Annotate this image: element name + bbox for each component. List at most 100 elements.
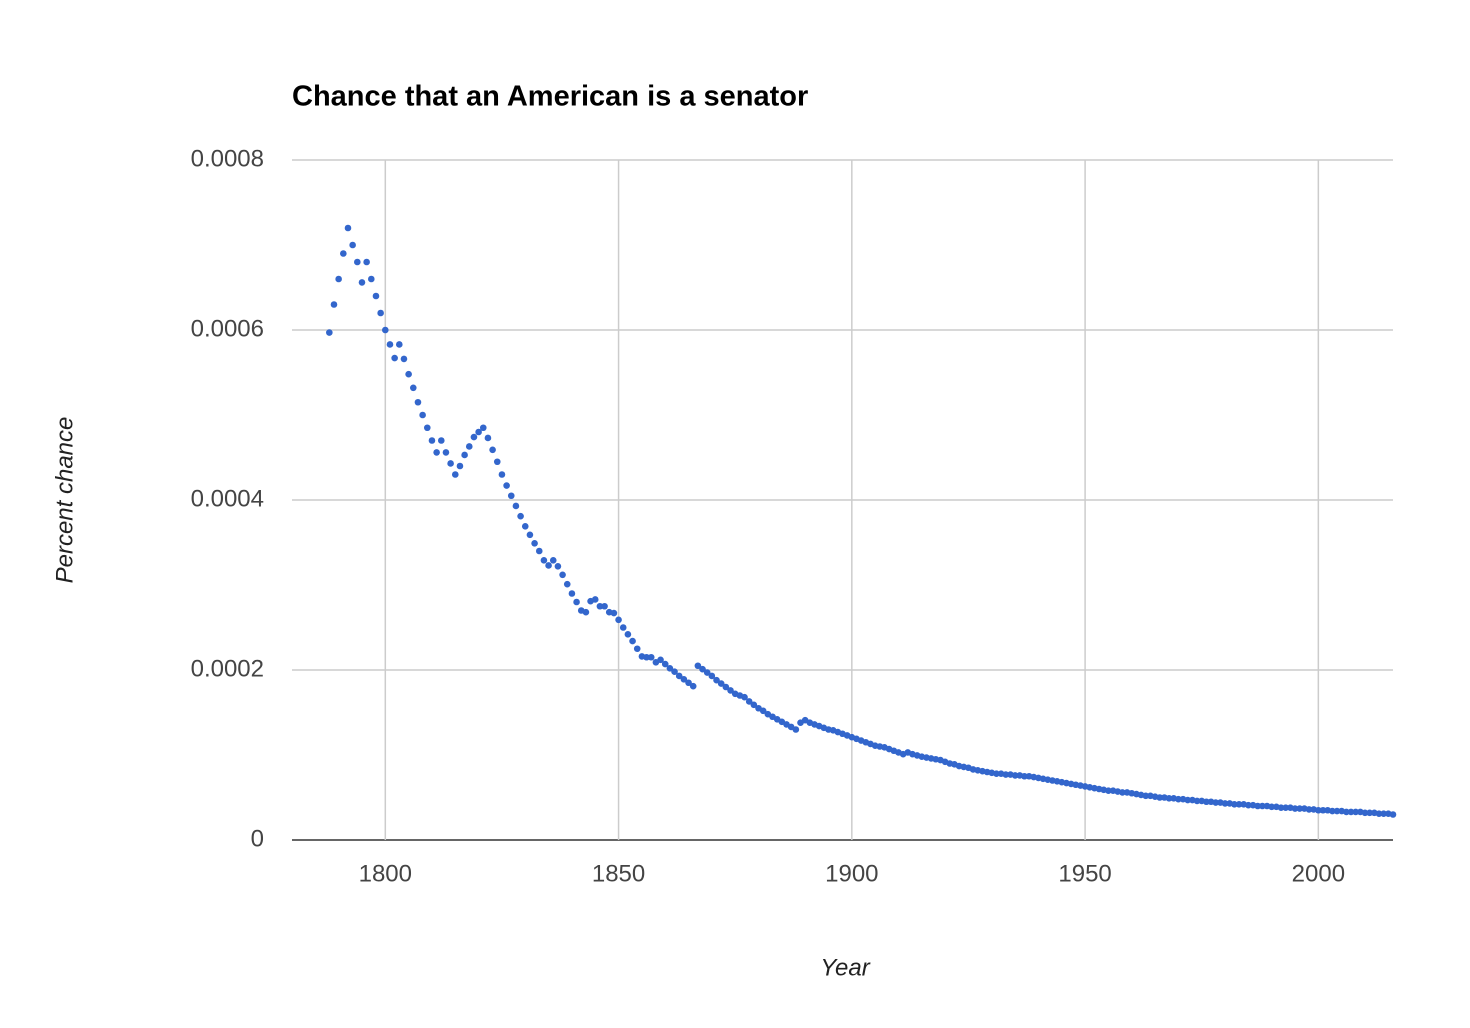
point bbox=[666, 665, 674, 672]
point bbox=[694, 662, 702, 670]
point bbox=[727, 687, 734, 694]
point bbox=[545, 562, 552, 569]
point bbox=[1352, 808, 1359, 816]
point bbox=[573, 598, 580, 606]
point bbox=[1184, 796, 1192, 804]
point bbox=[335, 275, 342, 283]
point bbox=[465, 443, 473, 450]
point bbox=[633, 645, 641, 653]
point bbox=[531, 540, 538, 547]
point bbox=[1389, 811, 1397, 818]
point bbox=[675, 672, 683, 680]
point bbox=[1315, 806, 1322, 814]
point bbox=[330, 301, 338, 308]
point bbox=[741, 693, 748, 701]
point bbox=[1221, 800, 1229, 807]
point bbox=[1156, 794, 1164, 801]
point bbox=[657, 656, 664, 664]
point bbox=[792, 726, 800, 733]
point bbox=[717, 680, 725, 687]
point bbox=[377, 309, 384, 317]
point bbox=[503, 482, 510, 489]
point bbox=[549, 557, 557, 564]
x-tick-label: 1800 bbox=[359, 860, 412, 887]
point bbox=[699, 665, 706, 673]
point bbox=[382, 326, 389, 334]
y-tick-label: 0.0008 bbox=[191, 145, 264, 172]
point bbox=[340, 250, 347, 257]
point bbox=[643, 653, 650, 661]
point bbox=[624, 631, 632, 638]
point bbox=[447, 460, 454, 467]
x-tick-label: 1850 bbox=[592, 860, 645, 887]
point bbox=[1366, 809, 1373, 817]
x-tick-label: 1900 bbox=[825, 860, 878, 887]
point bbox=[419, 411, 426, 419]
point bbox=[358, 279, 366, 286]
point bbox=[610, 609, 618, 617]
point bbox=[596, 602, 604, 610]
point bbox=[722, 683, 730, 691]
point bbox=[1254, 802, 1262, 810]
point bbox=[1259, 802, 1266, 810]
y-tick-label: 0 bbox=[251, 825, 264, 852]
point bbox=[661, 660, 669, 668]
point bbox=[554, 563, 562, 570]
y-tick-label: 0.0006 bbox=[191, 315, 264, 342]
point bbox=[484, 434, 492, 442]
point bbox=[1296, 805, 1303, 812]
point bbox=[1277, 804, 1285, 811]
point bbox=[344, 224, 352, 232]
point bbox=[1291, 805, 1299, 812]
point bbox=[1343, 808, 1350, 816]
point bbox=[405, 370, 412, 378]
point bbox=[535, 547, 543, 555]
point bbox=[433, 449, 440, 456]
x-tick-label: 2000 bbox=[1292, 860, 1345, 887]
point bbox=[1361, 809, 1369, 817]
point bbox=[349, 241, 356, 249]
point bbox=[437, 437, 445, 444]
point bbox=[428, 437, 436, 444]
point bbox=[1203, 798, 1210, 806]
point bbox=[540, 557, 548, 564]
point bbox=[1011, 772, 1019, 779]
point bbox=[647, 653, 655, 661]
point bbox=[451, 471, 459, 478]
point bbox=[1319, 806, 1327, 814]
x-axis-title: Year bbox=[820, 954, 870, 981]
point bbox=[629, 637, 636, 645]
point bbox=[759, 707, 767, 715]
point bbox=[423, 424, 431, 432]
point bbox=[568, 590, 576, 597]
point bbox=[1142, 792, 1150, 800]
point bbox=[1212, 799, 1220, 806]
point bbox=[479, 424, 487, 432]
point bbox=[489, 446, 496, 454]
point bbox=[750, 701, 758, 709]
chart-title: Chance that an American is a senator bbox=[292, 81, 808, 113]
point bbox=[708, 672, 716, 680]
point bbox=[582, 608, 590, 616]
point bbox=[689, 682, 697, 690]
point bbox=[563, 580, 571, 588]
point bbox=[1002, 771, 1010, 778]
y-tick-label: 0.0002 bbox=[191, 655, 264, 682]
point bbox=[1105, 787, 1112, 794]
point bbox=[368, 275, 375, 283]
y-axis-title: Percent chance bbox=[51, 417, 78, 584]
point bbox=[363, 258, 370, 266]
y-tick-label: 0.0004 bbox=[191, 485, 264, 512]
point bbox=[703, 669, 711, 676]
point bbox=[1333, 807, 1341, 815]
point bbox=[409, 384, 417, 392]
point bbox=[671, 668, 678, 675]
point bbox=[1165, 795, 1173, 802]
point bbox=[713, 676, 720, 684]
point bbox=[745, 698, 753, 705]
point bbox=[326, 329, 333, 336]
point bbox=[456, 462, 464, 470]
point bbox=[493, 458, 501, 466]
point bbox=[414, 398, 422, 406]
